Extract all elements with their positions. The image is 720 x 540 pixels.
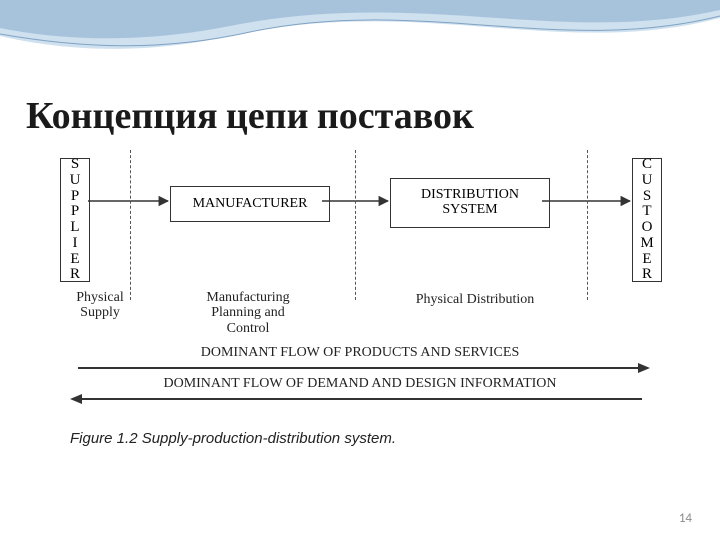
flow-products-label: DOMINANT FLOW OF PRODUCTS AND SERVICES	[60, 345, 660, 361]
dashed-sep-3	[587, 150, 588, 300]
label-mfg-planning: Manufacturing Planning and Control	[178, 290, 318, 336]
flow-arrows	[60, 140, 660, 280]
figure-caption: Figure 1.2 Supply-production-distributio…	[70, 430, 396, 447]
page-number: 14	[679, 511, 692, 526]
label-physical-distribution: Physical Distribution	[390, 292, 560, 307]
flow-demand: DOMINANT FLOW OF DEMAND AND DESIGN INFOR…	[60, 374, 660, 404]
slide-title: Концепция цепи поставок	[26, 97, 474, 137]
dashed-sep-1	[130, 150, 131, 300]
supply-chain-diagram: S U P P L I E R MANUFACTURER DISTRIBUTIO…	[60, 140, 660, 400]
flow-products: DOMINANT FLOW OF PRODUCTS AND SERVICES	[60, 343, 660, 373]
header-wave	[0, 0, 720, 70]
dashed-sep-2	[355, 150, 356, 300]
label-physical-supply: Physical Supply	[55, 290, 145, 321]
flow-demand-label: DOMINANT FLOW OF DEMAND AND DESIGN INFOR…	[60, 376, 660, 392]
